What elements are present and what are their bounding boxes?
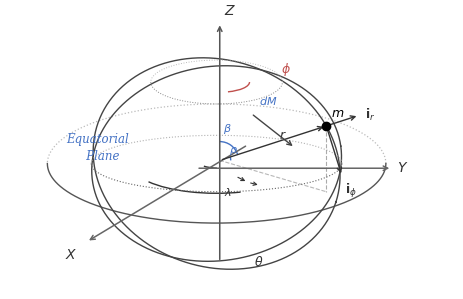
Text: $\rho$: $\rho$ [229, 145, 238, 157]
Text: Equatorial
   Plane: Equatorial Plane [66, 133, 129, 163]
Text: $dM$: $dM$ [259, 95, 277, 107]
Text: $\theta$: $\theta$ [254, 255, 263, 269]
Text: $\lambda$: $\lambda$ [224, 186, 232, 198]
Text: $r$: $r$ [279, 129, 286, 142]
Text: $\mathbf{i}_r$: $\mathbf{i}_r$ [365, 107, 376, 123]
Text: $Z$: $Z$ [225, 4, 237, 18]
Text: $\beta$: $\beta$ [223, 122, 232, 136]
Text: $Y$: $Y$ [397, 161, 408, 175]
Text: $\mathbf{i}_\phi$: $\mathbf{i}_\phi$ [345, 182, 357, 200]
Text: $m$: $m$ [331, 107, 344, 120]
Text: $X$: $X$ [65, 248, 77, 262]
Text: $\phi$: $\phi$ [281, 61, 290, 78]
